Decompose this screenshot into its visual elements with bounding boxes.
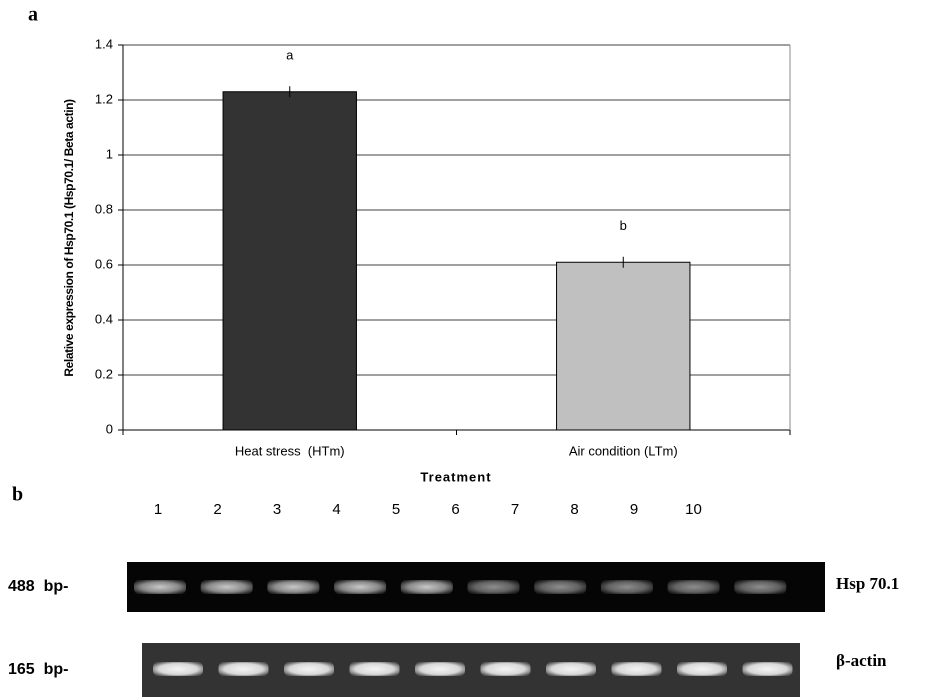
band <box>534 580 586 594</box>
bar <box>223 92 356 430</box>
band <box>481 662 531 676</box>
lane-label: 6 <box>451 501 459 518</box>
band <box>267 580 319 594</box>
band <box>201 580 253 594</box>
lane-label: 7 <box>511 501 519 518</box>
lane-label: 3 <box>273 501 281 518</box>
lane-label: 1 <box>154 501 162 518</box>
lane-label: 10 <box>685 501 702 518</box>
band <box>612 662 662 676</box>
lane-label: 2 <box>213 501 221 518</box>
lane-label: 8 <box>570 501 578 518</box>
band <box>668 580 720 594</box>
panel-label: a <box>28 4 38 26</box>
annotation: b <box>620 218 627 233</box>
band <box>468 580 520 594</box>
figure: a b Relative expression of Hsp70.1 (Hsp7… <box>0 0 930 697</box>
band <box>219 662 269 676</box>
band-size: 165 bp- <box>8 661 68 678</box>
lane-label: 4 <box>332 501 340 518</box>
band <box>401 580 453 594</box>
annotation: a <box>286 48 294 63</box>
x-axis-label: Treatment <box>420 469 491 484</box>
y-tick-label: 0 <box>106 421 113 436</box>
band <box>743 662 793 676</box>
band-size: 488 bp- <box>8 578 68 595</box>
lane-label: 9 <box>630 501 638 518</box>
y-tick-label: 0.2 <box>95 366 113 381</box>
y-tick-label: 0.4 <box>95 311 113 326</box>
band <box>334 580 386 594</box>
band <box>415 662 465 676</box>
band <box>284 662 334 676</box>
panel-label: b <box>12 484 23 506</box>
x-tick-label: Air condition (LTm) <box>569 443 678 458</box>
x-tick-label: Heat stress (HTm) <box>235 443 345 458</box>
y-tick-label: 0.8 <box>95 201 113 216</box>
band <box>734 580 786 594</box>
y-axis-label: Relative expression of Hsp70.1 (Hsp70.1/… <box>62 99 76 377</box>
band <box>134 580 186 594</box>
y-tick-label: 1.2 <box>95 91 113 106</box>
band <box>601 580 653 594</box>
bar <box>557 262 690 430</box>
lane-label: 5 <box>392 501 400 518</box>
band <box>153 662 203 676</box>
y-tick-label: 1.4 <box>95 36 113 51</box>
band <box>546 662 596 676</box>
y-tick-label: 1 <box>106 146 113 161</box>
y-tick-label: 0.6 <box>95 256 113 271</box>
band-label: β-actin <box>836 651 887 670</box>
band <box>677 662 727 676</box>
band-label: Hsp 70.1 <box>836 574 899 593</box>
band <box>350 662 400 676</box>
